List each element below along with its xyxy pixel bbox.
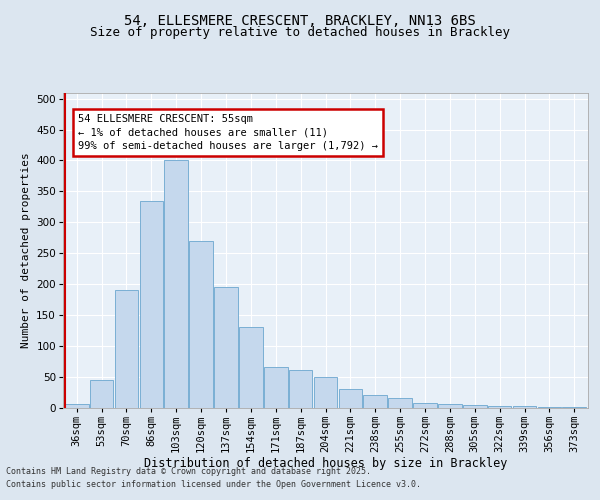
Text: Size of property relative to detached houses in Brackley: Size of property relative to detached ho…: [90, 26, 510, 39]
Bar: [214, 287, 238, 408]
Text: Contains public sector information licensed under the Open Government Licence v3: Contains public sector information licen…: [6, 480, 421, 489]
Bar: [115, 290, 138, 408]
Bar: [90, 380, 113, 407]
Bar: [314, 376, 337, 408]
Bar: [488, 406, 511, 408]
Y-axis label: Number of detached properties: Number of detached properties: [21, 152, 31, 348]
Bar: [264, 368, 287, 408]
Text: 54 ELLESMERE CRESCENT: 55sqm
← 1% of detached houses are smaller (11)
99% of sem: 54 ELLESMERE CRESCENT: 55sqm ← 1% of det…: [78, 114, 378, 150]
Bar: [463, 405, 487, 407]
Bar: [413, 402, 437, 407]
Bar: [438, 404, 462, 407]
X-axis label: Distribution of detached houses by size in Brackley: Distribution of detached houses by size …: [144, 458, 507, 470]
Text: Contains HM Land Registry data © Crown copyright and database right 2025.: Contains HM Land Registry data © Crown c…: [6, 467, 371, 476]
Bar: [65, 404, 89, 407]
Bar: [239, 327, 263, 407]
Bar: [140, 200, 163, 408]
Bar: [364, 395, 387, 407]
Bar: [562, 407, 586, 408]
Text: 54, ELLESMERE CRESCENT, BRACKLEY, NN13 6BS: 54, ELLESMERE CRESCENT, BRACKLEY, NN13 6…: [124, 14, 476, 28]
Bar: [189, 240, 213, 408]
Bar: [388, 398, 412, 407]
Bar: [538, 407, 561, 408]
Bar: [164, 160, 188, 408]
Bar: [289, 370, 313, 408]
Bar: [338, 389, 362, 407]
Bar: [513, 406, 536, 408]
